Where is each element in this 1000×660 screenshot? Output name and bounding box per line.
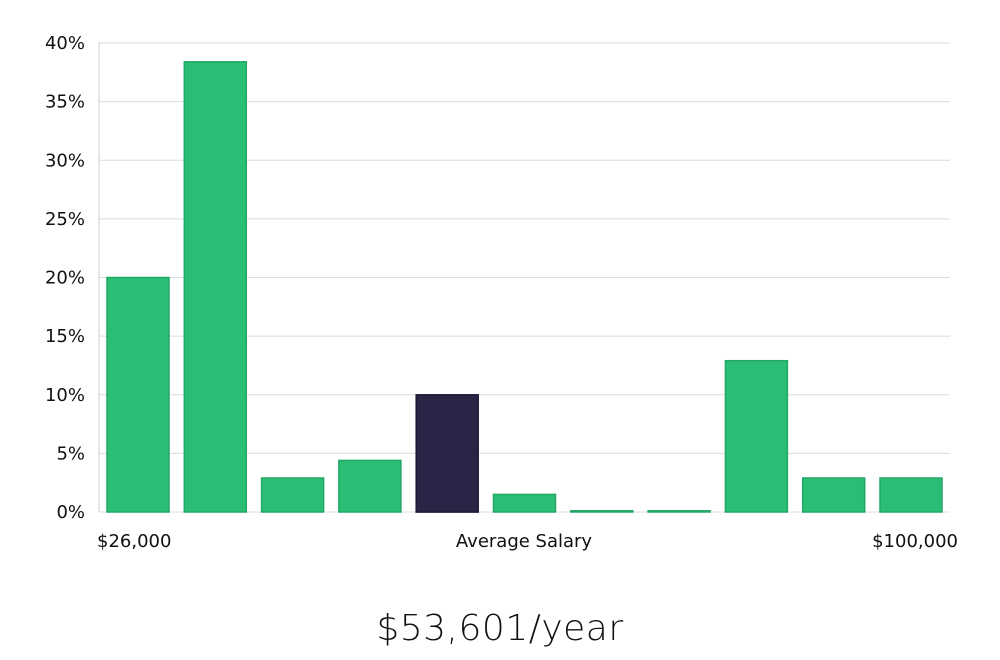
y-tick-label: 30% bbox=[45, 150, 85, 171]
y-tick-label: 25% bbox=[45, 209, 85, 230]
y-tick-label: 40% bbox=[45, 33, 85, 54]
bar bbox=[801, 477, 866, 513]
bar bbox=[492, 493, 557, 513]
y-tick-label: 20% bbox=[45, 268, 85, 289]
x-axis-min-label: $26,000 bbox=[97, 531, 171, 552]
bar bbox=[647, 510, 711, 513]
bar bbox=[260, 477, 325, 513]
y-tick-label: 0% bbox=[56, 502, 85, 523]
bar-highlight-average bbox=[415, 394, 479, 513]
y-tick-label: 10% bbox=[45, 385, 85, 406]
y-axis-ticks: 0% 5% 10% 15% 20% 25% 30% 35% 40% bbox=[45, 33, 85, 523]
bar bbox=[106, 276, 170, 513]
bar bbox=[724, 359, 789, 513]
x-axis-center-label: Average Salary bbox=[456, 531, 593, 552]
bar bbox=[570, 510, 634, 513]
bar bbox=[879, 477, 943, 513]
x-axis-max-label: $100,000 bbox=[872, 531, 958, 552]
y-tick-label: 5% bbox=[56, 443, 85, 464]
average-salary-value: $53,601/year bbox=[376, 608, 624, 649]
bar bbox=[338, 459, 402, 513]
salary-histogram: 0% 5% 10% 15% 20% 25% 30% 35% 40% $26,000 Averag… bbox=[45, 33, 958, 552]
bars bbox=[106, 61, 943, 513]
y-tick-label: 15% bbox=[45, 326, 85, 347]
y-tick-label: 35% bbox=[45, 92, 85, 113]
bar bbox=[183, 61, 248, 513]
